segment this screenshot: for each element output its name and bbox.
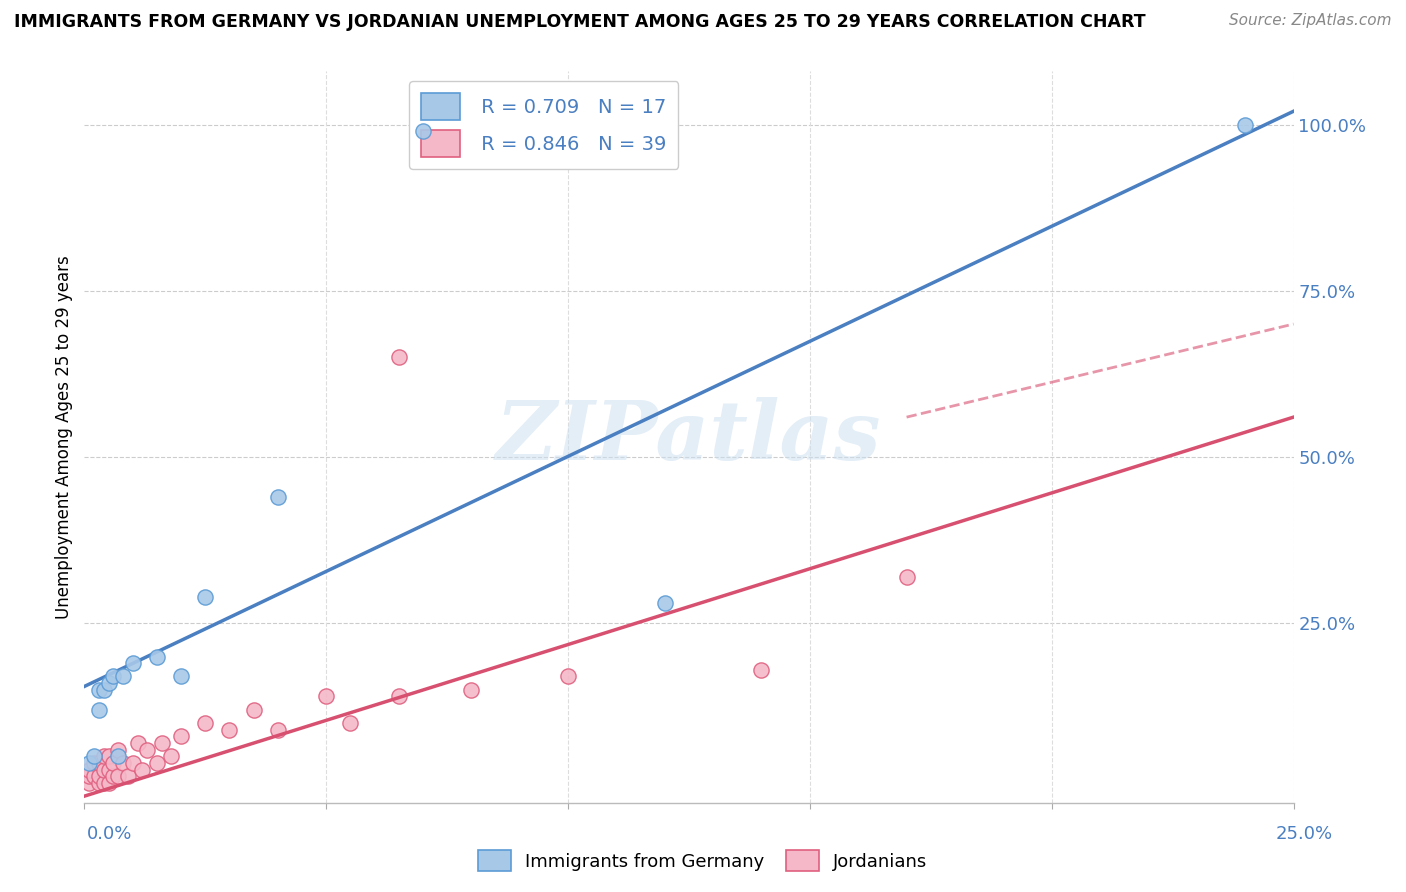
Point [93,776,115,790]
Point [77,756,100,770]
Point [557,669,579,683]
Point [107,749,129,764]
Y-axis label: Unemployment Among Ages 25 to 29 years: Unemployment Among Ages 25 to 29 years [55,255,73,619]
Point [87,682,110,697]
Point [107,742,129,756]
Text: ZIPatlas: ZIPatlas [496,397,882,477]
Point [412,124,434,138]
Point [194,590,217,604]
Point [896,570,918,584]
Point [97,676,120,690]
Point [751,663,773,677]
Point [315,690,337,704]
Text: Source: ZipAtlas.com: Source: ZipAtlas.com [1229,13,1392,29]
Point [150,736,173,750]
Point [339,716,361,731]
Point [107,769,129,783]
Point [170,729,193,743]
Point [160,749,183,764]
Point [654,596,676,610]
Point [146,649,169,664]
Point [136,742,159,756]
Point [117,769,139,783]
Text: 25.0%: 25.0% [1275,825,1333,843]
Point [267,723,290,737]
Point [93,763,115,777]
Point [112,669,135,683]
Point [170,669,193,683]
Text: IMMIGRANTS FROM GERMANY VS JORDANIAN UNEMPLOYMENT AMONG AGES 25 TO 29 YEARS CORR: IMMIGRANTS FROM GERMANY VS JORDANIAN UNE… [14,13,1146,31]
Point [83,769,105,783]
Point [121,756,143,770]
Text: 0.0%: 0.0% [87,825,132,843]
Point [77,776,100,790]
Point [97,749,120,764]
Point [127,736,149,750]
Point [242,703,264,717]
Point [97,763,120,777]
Point [87,703,110,717]
Legend: Immigrants from Germany, Jordanians: Immigrants from Germany, Jordanians [471,843,935,879]
Point [146,756,169,770]
Point [93,682,115,697]
Point [103,769,125,783]
Point [388,690,411,704]
Point [131,763,153,777]
Point [87,769,110,783]
Point [103,756,125,770]
Point [267,490,290,504]
Point [77,769,100,783]
Point [77,763,100,777]
Legend:  R = 0.709   N = 17,  R = 0.846   N = 39: R = 0.709 N = 17, R = 0.846 N = 39 [409,81,679,169]
Point [83,749,105,764]
Point [1234,118,1257,132]
Point [460,682,482,697]
Point [103,669,125,683]
Point [93,749,115,764]
Point [388,351,411,365]
Point [83,756,105,770]
Point [112,756,135,770]
Point [87,756,110,770]
Point [87,776,110,790]
Point [97,776,120,790]
Point [218,723,240,737]
Point [121,656,143,670]
Point [194,716,217,731]
